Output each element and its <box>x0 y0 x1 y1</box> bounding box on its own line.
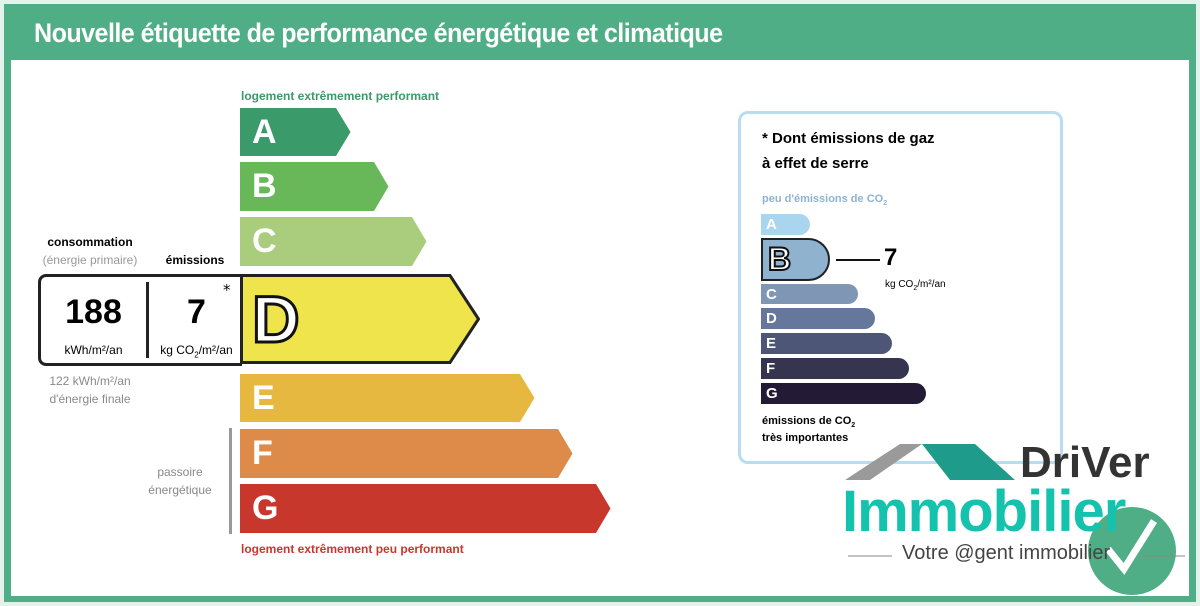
class-letter: E <box>766 335 777 352</box>
asterisk: * <box>223 281 231 299</box>
logo-roof-icon <box>845 444 1185 595</box>
passoire-label: passoire <box>157 465 203 479</box>
class-letter: B <box>767 240 792 278</box>
logo-brand: DriVer <box>1020 438 1150 487</box>
ges-top-text: peu d'émissions de CO <box>762 193 884 205</box>
logo: DriVer Immobilier Votre @gent immobilier <box>840 436 1190 596</box>
divider <box>146 282 149 358</box>
ges-connector <box>836 259 880 261</box>
unit-pre: kg CO <box>160 343 195 357</box>
class-letter: D <box>766 310 777 327</box>
energy-top-label: logement extrêmement performant <box>241 89 440 103</box>
class-letter: B <box>252 167 277 205</box>
page-title: Nouvelle étiquette de performance énergé… <box>34 18 723 48</box>
ges-value: 7 <box>884 244 898 271</box>
class-letter: A <box>252 112 277 151</box>
unit-sub: 2 <box>194 350 199 360</box>
class-letter: C <box>766 285 777 303</box>
ges-bottom-label: émissions de CO2 <box>762 415 855 429</box>
final-energy: 122 kWh/m²/an <box>49 374 131 388</box>
energy-class-d: D <box>240 274 480 364</box>
class-letter: G <box>766 385 778 402</box>
ges-bottom-sub: 2 <box>851 422 856 430</box>
readout-box: 188 kWh/m²/an 7 * kg CO2/m²/an <box>38 274 242 366</box>
unit-post: /m²/an <box>198 343 233 357</box>
consumption-unit: kWh/m²/an <box>64 343 123 357</box>
emissions-label: émissions <box>165 253 225 267</box>
energy-class-f: F <box>240 429 574 478</box>
ges-class-g: G <box>761 383 926 404</box>
consumption-sub: (énergie primaire) <box>42 253 138 267</box>
class-letter: F <box>766 360 776 377</box>
energy-class-e: E <box>240 374 536 422</box>
ges-title-2: à effet de serre <box>762 155 869 172</box>
header: Nouvelle étiquette de performance énergé… <box>4 4 1196 60</box>
ges-bottom-text: émissions de CO <box>762 415 852 427</box>
ges-unit-pre: kg CO <box>885 279 914 290</box>
ges-class-e: E <box>761 333 892 354</box>
class-letter: C <box>252 222 277 260</box>
class-letter: G <box>252 489 279 527</box>
emissions-value: 7 <box>187 293 206 331</box>
passoire-label-2: énergétique <box>148 483 212 497</box>
energy-bottom-label: logement extrêmement peu performant <box>241 542 464 556</box>
ges-class-c: C <box>761 284 858 304</box>
class-letter: F <box>252 434 273 472</box>
ges-class-b: B <box>761 238 830 281</box>
consumption-value: 188 <box>65 293 122 331</box>
energy-class-c: C <box>240 217 428 266</box>
ges-top-sub: 2 <box>883 200 888 208</box>
final-energy-2: d'énergie finale <box>49 392 131 406</box>
ges-top-label: peu d'émissions de CO2 <box>762 193 887 207</box>
energy-class-g: G <box>240 484 612 533</box>
emissions-unit: kg CO2/m²/an <box>149 343 244 359</box>
class-letter: A <box>766 216 777 233</box>
ges-class-d: D <box>761 308 875 329</box>
logo-tagline: Votre @gent immobilier <box>902 542 1111 564</box>
energy-class-b: B <box>240 162 390 211</box>
logo-brand-2: Immobilier <box>842 479 1126 544</box>
ges-unit: kg CO2/m²/an <box>885 279 946 292</box>
ges-title: * Dont émissions de gaz <box>762 130 935 147</box>
consumption-label: consommation <box>47 235 133 249</box>
ges-class-f: F <box>761 358 909 379</box>
ges-class-a: A <box>761 214 810 235</box>
class-letter: E <box>252 378 275 417</box>
ges-unit-sub: 2 <box>913 285 918 292</box>
energy-class-a: A <box>240 108 352 156</box>
ges-unit-post: /m²/an <box>917 279 946 290</box>
class-letter: D <box>251 281 302 358</box>
passoire-bracket <box>229 428 232 534</box>
ges-bottom-label-2: très importantes <box>762 432 849 444</box>
